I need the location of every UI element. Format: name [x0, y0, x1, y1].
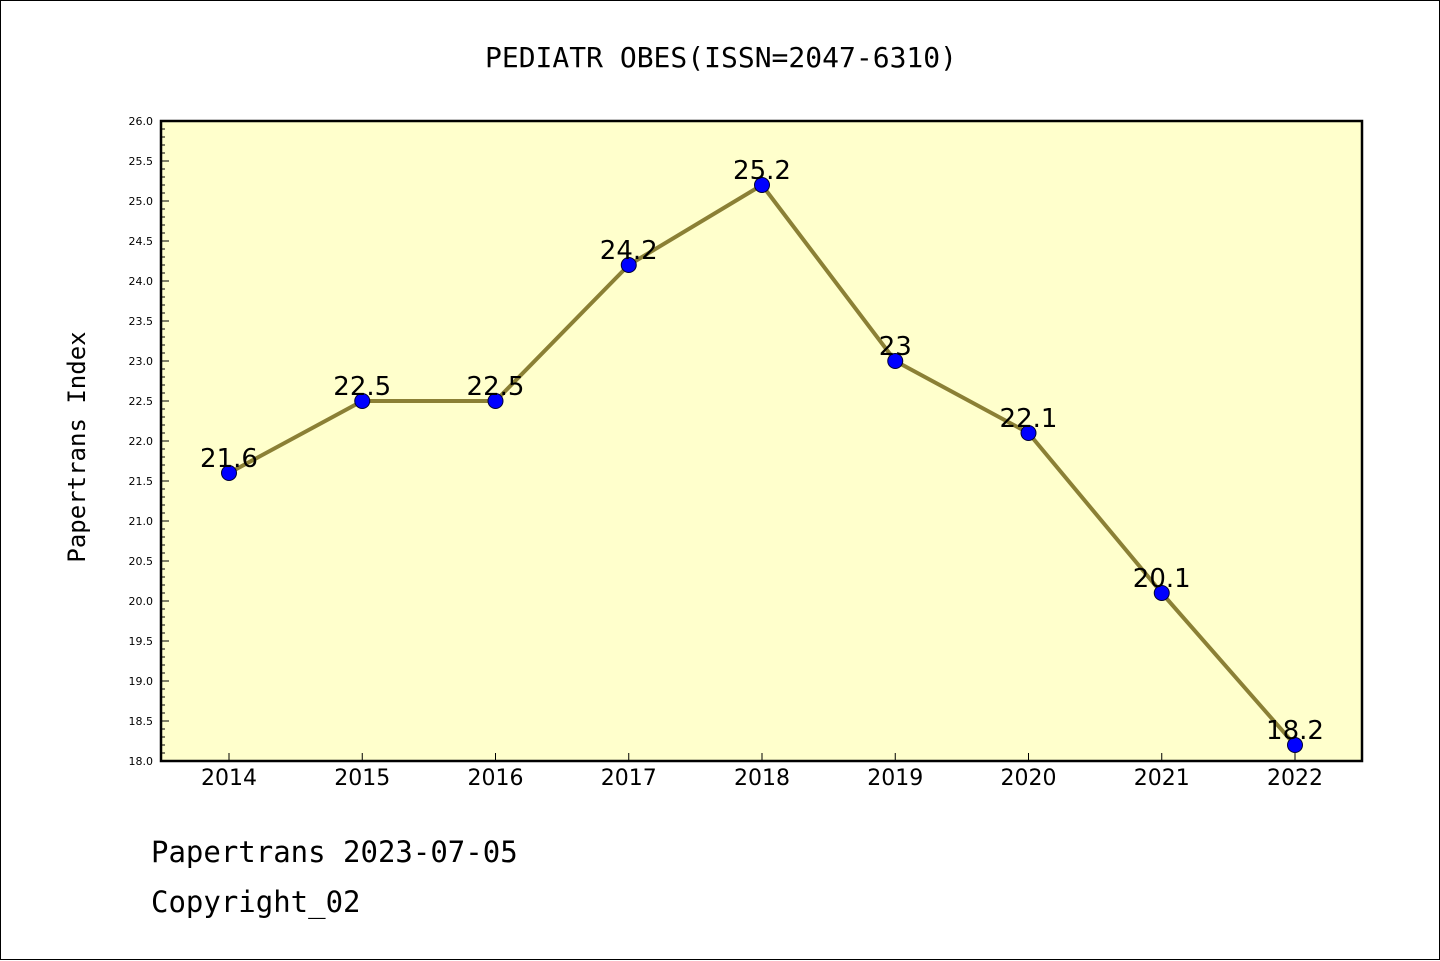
y-tick-label: 23.5: [129, 315, 154, 328]
y-tick-label: 20.0: [129, 595, 154, 608]
x-tick-label: 2018: [734, 766, 790, 791]
data-label: 25.2: [733, 156, 791, 186]
data-point: [1287, 737, 1303, 753]
footer-date: Papertrans 2023-07-05: [151, 835, 518, 869]
x-tick-label: 2020: [1001, 766, 1057, 791]
y-tick-label: 20.5: [129, 555, 154, 568]
y-tick-label: 19.5: [129, 635, 154, 648]
y-axis-label: Papertrans Index: [63, 331, 91, 562]
plot-border: [159, 119, 1364, 763]
y-tick-label: 18.0: [129, 755, 154, 768]
x-tick-label: 2019: [867, 766, 923, 791]
x-tick-label: 2016: [468, 766, 524, 791]
series-line-group: 21.6 22.5 22.5 24.2 25.2 23 22.1 20.1 18.2: [200, 156, 1324, 753]
x-tick-label: 2015: [334, 766, 390, 791]
data-point: [221, 465, 237, 481]
plot-area: [161, 121, 1362, 761]
x-axis: 2014 2015 2016 2017 2018 2019 2020 2021 2022: [201, 753, 1323, 791]
y-tick-label: 25.0: [129, 195, 154, 208]
data-label: 24.2: [600, 236, 658, 266]
data-label: 20.1: [1133, 564, 1191, 594]
y-tick-label: 21.0: [129, 515, 154, 528]
y-tick-label: 26.0: [129, 115, 154, 128]
footer-copyright: Copyright_02: [151, 885, 361, 919]
data-label: 22.1: [1000, 404, 1058, 434]
y-tick-label: 23.0: [129, 355, 154, 368]
y-tick-label: 24.0: [129, 275, 154, 288]
data-label: 22.5: [467, 372, 525, 402]
chart-title: PEDIATR OBES(ISSN=2047-6310): [485, 41, 957, 74]
x-tick-label: 2021: [1134, 766, 1190, 791]
data-point: [1153, 585, 1170, 601]
y-tick-label: 22.0: [129, 435, 154, 448]
data-point: [487, 393, 504, 409]
x-tick-label: 2014: [201, 766, 257, 791]
data-point: [887, 353, 904, 369]
data-label: 18.2: [1266, 716, 1324, 746]
data-label: 21.6: [200, 444, 258, 474]
y-tick-label: 25.5: [129, 155, 154, 168]
data-point: [620, 257, 637, 273]
x-tick-label: 2017: [601, 766, 657, 791]
data-label: 22.5: [333, 372, 391, 402]
y-tick-label: 22.5: [129, 395, 154, 408]
x-tick-label: 2022: [1267, 766, 1323, 791]
y-tick-label: 24.5: [129, 235, 154, 248]
data-point: [354, 393, 371, 409]
y-tick-label: 18.5: [129, 715, 154, 728]
data-point: [1020, 425, 1037, 441]
data-label: 23: [879, 332, 912, 362]
data-point: [754, 177, 770, 193]
y-tick-label: 19.0: [129, 675, 154, 688]
y-tick-label: 21.5: [129, 475, 154, 488]
